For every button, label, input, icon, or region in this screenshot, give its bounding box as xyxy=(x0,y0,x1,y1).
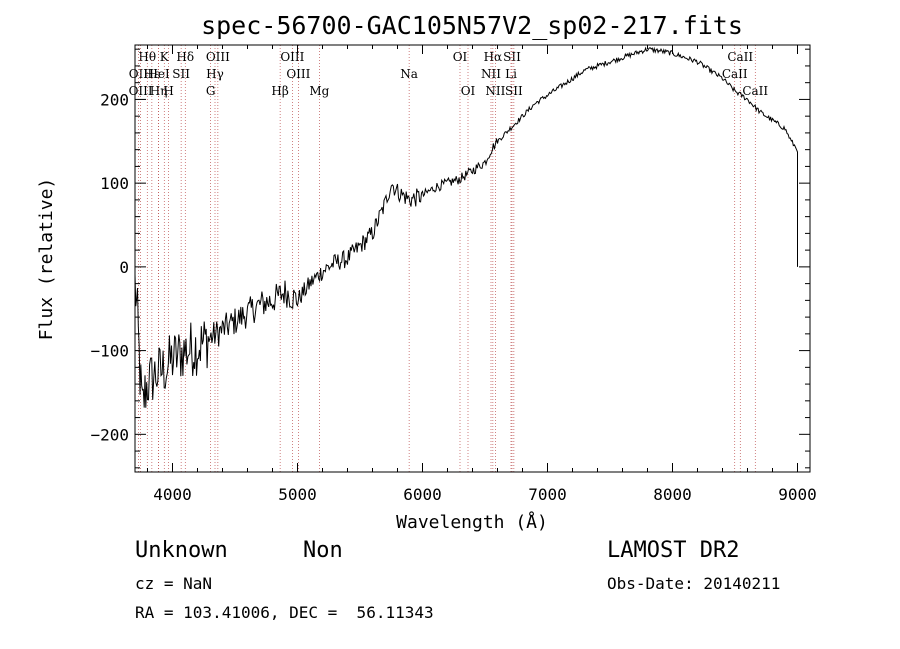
spectral-line-label: NII xyxy=(481,67,501,81)
spectral-line-label: Na xyxy=(400,67,418,81)
x-tick-label: 4000 xyxy=(153,485,192,504)
chart-title: spec-56700-GAC105N57V2_sp02-217.fits xyxy=(201,11,743,40)
spectral-line-label: Hε xyxy=(144,67,161,81)
plot-frame xyxy=(134,44,811,473)
spectral-line-label: Hβ xyxy=(271,84,288,98)
spectral-line-label: SII xyxy=(505,84,523,98)
spectral-line-label: OIII xyxy=(206,50,230,64)
y-tick-label: 0 xyxy=(119,258,129,277)
spectral-line-label: OII xyxy=(129,67,149,81)
spectral-line-label: Hθ xyxy=(138,50,156,64)
spectral-line-label: G xyxy=(206,84,216,98)
spectral-line-label: CaII xyxy=(727,50,753,64)
spectral-line-label: OI xyxy=(453,50,468,64)
spectral-line-label: Mg xyxy=(309,84,329,98)
axis-ticks: 4000 5000 6000 7000 8000 9000 −200 −100 0 100 200 xyxy=(90,45,817,504)
coords-text: RA = 103.41006, DEC = 56.11343 xyxy=(135,603,434,622)
x-tick-label: 9000 xyxy=(778,485,817,504)
x-tick-label: 7000 xyxy=(528,485,567,504)
series-line xyxy=(134,46,798,408)
y-axis-label: Flux (relative) xyxy=(36,178,57,341)
y-tick-label: −100 xyxy=(90,342,129,361)
spectral-line-label: Hγ xyxy=(206,67,224,81)
survey-label: LAMOST DR2 xyxy=(607,538,740,563)
spectral-line-label: OIII xyxy=(286,67,310,81)
redshift-text: cz = NaN xyxy=(135,574,213,593)
spectral-line-label: OIII xyxy=(280,50,304,64)
spectral-line-label: H xyxy=(163,84,173,98)
spectral-line-label: K xyxy=(160,50,170,64)
class-label: Unknown xyxy=(135,538,228,563)
x-tick-label: 6000 xyxy=(403,485,442,504)
spectral-line-label: CaII xyxy=(742,84,768,98)
spectral-line-label: HeI xyxy=(147,67,170,81)
x-tick-label: 8000 xyxy=(653,485,692,504)
spectral-line-label: Hα xyxy=(484,50,503,64)
x-tick-label: 5000 xyxy=(278,485,317,504)
spectral-line-label: SII xyxy=(172,67,190,81)
series-layer xyxy=(134,46,798,408)
obs-date-text: Obs-Date: 20140211 xyxy=(607,574,781,593)
y-tick-label: 100 xyxy=(100,174,129,193)
y-tick-label: −200 xyxy=(90,425,129,444)
spectral-line-label: CaII xyxy=(722,67,748,81)
spectral-line-label: Hδ xyxy=(176,50,194,64)
subclass-label: Non xyxy=(303,538,343,563)
spectral-line-label: Li xyxy=(505,67,517,81)
x-axis-label: Wavelength (Å) xyxy=(396,511,548,533)
y-tick-label: 200 xyxy=(100,90,129,109)
spectral-line-label: OI xyxy=(461,84,476,98)
spectral-line-label: SII xyxy=(503,50,521,64)
spectral-line-label: NII xyxy=(485,84,505,98)
